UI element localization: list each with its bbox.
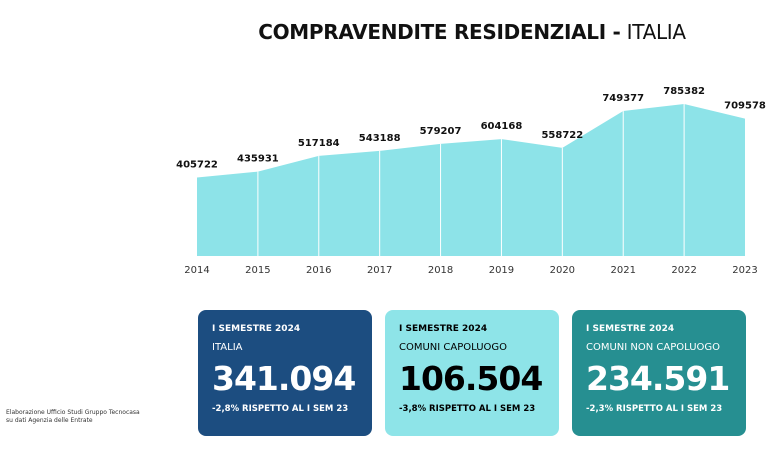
data-label: 558722 [541, 130, 583, 141]
data-label: 543188 [359, 133, 401, 144]
x-tick-label: 2015 [245, 265, 270, 276]
card-semester: I SEMESTRE 2024 [399, 324, 488, 334]
card-area: ITALIA [212, 342, 243, 353]
card-delta: -2,3% RISPETTO AL I SEM 23 [586, 404, 723, 414]
card-delta: -3,8% RISPETTO AL I SEM 23 [399, 404, 536, 414]
data-label: 785382 [663, 86, 705, 97]
card-value: 106.504 [399, 359, 543, 398]
card-delta: -2,8% RISPETTO AL I SEM 23 [212, 404, 349, 414]
data-label: 517184 [298, 138, 340, 149]
x-tick-label: 2021 [610, 265, 635, 276]
x-tick-label: 2014 [184, 265, 209, 276]
data-label: 435931 [237, 154, 279, 165]
x-tick-label: 2023 [732, 265, 757, 276]
x-tick-label: 2019 [489, 265, 514, 276]
card-value: 234.591 [586, 359, 730, 398]
card-semester: I SEMESTRE 2024 [586, 324, 675, 334]
data-label: 749377 [602, 93, 644, 104]
area-chart: 405722 2014 435931 2015 517184 2016 543188 2017… [176, 86, 766, 276]
card-capoluogo: I SEMESTRE 2024 COMUNI CAPOLUOGO 106.504… [385, 310, 559, 436]
x-tick-label: 2022 [671, 265, 696, 276]
card-semester: I SEMESTRE 2024 [212, 324, 301, 334]
source-note: Elaborazione Ufficio Studi Gruppo Tecnoc… [6, 409, 140, 424]
x-tick-label: 2016 [306, 265, 331, 276]
card-non-capoluogo: I SEMESTRE 2024 COMUNI NON CAPOLUOGO 234… [572, 310, 746, 436]
x-tick-label: 2020 [550, 265, 575, 276]
card-area: COMUNI NON CAPOLUOGO [586, 342, 721, 353]
data-label: 579207 [420, 126, 462, 137]
x-tick-label: 2017 [367, 265, 392, 276]
card-italia: I SEMESTRE 2024 ITALIA 341.094 -2,8% RIS… [198, 310, 372, 436]
chart-title: COMPRAVENDITE RESIDENZIALI - ITALIA [258, 20, 686, 44]
data-label: 604168 [481, 121, 523, 132]
area-series [197, 104, 745, 256]
data-label: 405722 [176, 159, 218, 170]
card-area: COMUNI CAPOLUOGO [399, 342, 508, 353]
card-value: 341.094 [212, 359, 356, 398]
data-label: 709578 [724, 101, 766, 112]
x-tick-label: 2018 [428, 265, 453, 276]
